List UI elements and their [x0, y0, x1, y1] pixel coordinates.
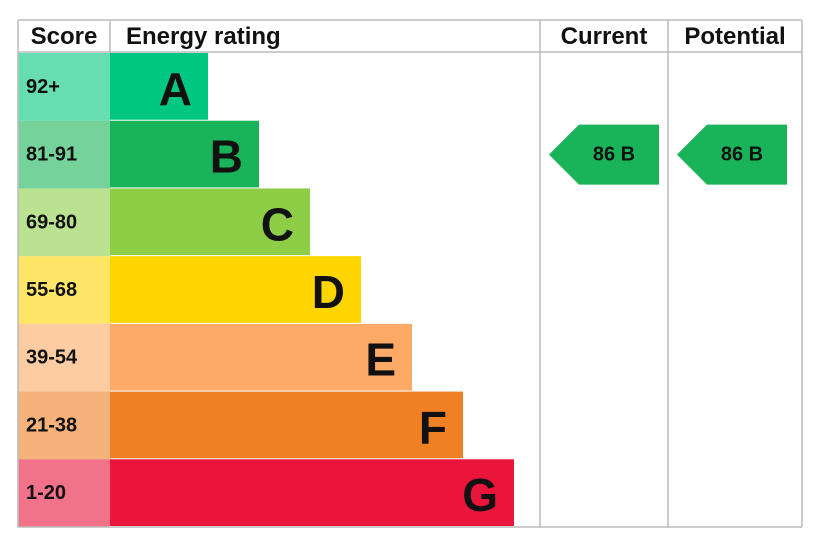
score-cell — [18, 120, 110, 189]
score-cell — [18, 256, 110, 324]
rating-letter: B — [210, 131, 243, 183]
current-arrow — [549, 124, 659, 185]
rating-bar — [110, 256, 361, 323]
score-label: 39-54 — [26, 347, 78, 369]
header-label: Energy rating — [126, 23, 281, 50]
score-cell — [18, 323, 110, 392]
score-label: 55-68 — [26, 279, 77, 301]
score-label: 21-38 — [26, 414, 77, 436]
score-label: 1-20 — [26, 482, 66, 504]
rating-letter: A — [159, 63, 192, 115]
rating-bar — [110, 323, 412, 391]
score-cell — [18, 459, 110, 527]
rating-bar — [110, 53, 208, 120]
score-label: 92+ — [26, 76, 60, 98]
score-label: 69-80 — [26, 211, 77, 233]
current-label: 86 B — [593, 144, 635, 166]
potential-arrow — [677, 124, 787, 185]
score-label: 81-91 — [26, 144, 77, 166]
header-label: Current — [561, 23, 648, 50]
rating-letter: D — [312, 266, 345, 318]
rating-bar — [110, 391, 463, 459]
rating-bar — [110, 120, 259, 188]
header-label: Score — [31, 23, 98, 50]
rating-letter: C — [261, 198, 294, 250]
rating-letter: E — [365, 334, 396, 386]
rating-letter: F — [419, 401, 447, 453]
score-cell — [18, 188, 110, 257]
potential-label: 86 B — [721, 144, 763, 166]
rating-letter: G — [462, 469, 498, 521]
header-label: Potential — [684, 23, 785, 50]
score-cell — [18, 53, 110, 121]
rating-bar — [110, 459, 514, 526]
score-cell — [18, 391, 110, 460]
rating-bar — [110, 188, 310, 256]
